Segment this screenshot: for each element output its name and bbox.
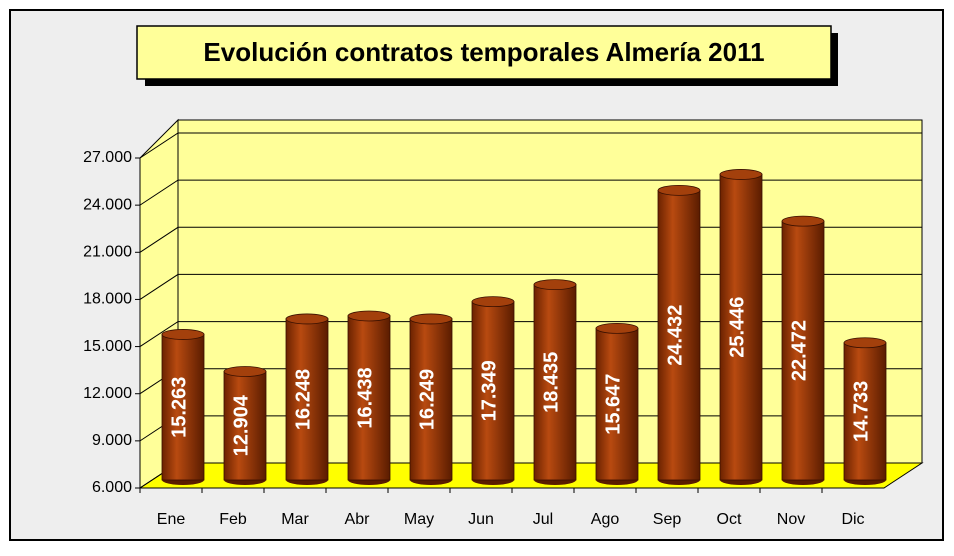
x-tick-label: Mar <box>281 511 309 528</box>
bar <box>223 371 267 481</box>
plot-area: 6.000 9.000 12.000 15.000 18.000 21.000 24.000… <box>83 118 924 528</box>
y-tick-label: 9.000 <box>92 432 132 449</box>
bar-cap <box>471 296 515 308</box>
bar-cap <box>161 329 205 340</box>
bar <box>843 342 887 481</box>
value-label: 18.435 <box>540 352 562 413</box>
grid-line <box>139 179 922 206</box>
y-tick-label: 21.000 <box>83 244 132 261</box>
x-tick-label: Ene <box>157 511 186 528</box>
value-label: 17.349 <box>478 360 500 421</box>
bar-cap <box>223 366 267 377</box>
x-tick-label: Ago <box>591 511 620 528</box>
title-box <box>136 25 832 80</box>
chart-title: Evolución contratos temporales Almería 2… <box>203 37 764 67</box>
bar-cap <box>781 215 825 227</box>
x-tick-label: Jul <box>533 511 553 528</box>
bar-cap <box>719 169 763 180</box>
grid-line <box>139 132 922 159</box>
value-label: 16.248 <box>292 369 314 430</box>
bar-cap <box>409 313 453 325</box>
bar <box>719 174 763 481</box>
value-label: 15.647 <box>602 374 624 435</box>
y-tick-label: 27.000 <box>83 149 132 166</box>
value-label: 24.432 <box>664 305 686 366</box>
value-label: 22.472 <box>788 320 810 381</box>
bar <box>409 318 453 481</box>
bar-cap <box>533 279 577 290</box>
value-label: 25.446 <box>726 297 748 358</box>
y-tick-label: 12.000 <box>83 385 132 402</box>
x-tick-label: Oct <box>717 511 742 528</box>
bar <box>347 315 391 481</box>
x-tick-label: Sep <box>653 511 682 528</box>
x-tick-label: Nov <box>777 511 805 528</box>
value-label: 15.263 <box>168 377 190 438</box>
x-tick-label: Jun <box>468 511 494 528</box>
bar <box>471 301 515 481</box>
y-tick-label: 15.000 <box>83 338 132 355</box>
bar-cap <box>657 184 701 196</box>
y-tick-label: 18.000 <box>83 291 132 308</box>
bar-cap <box>285 313 329 325</box>
value-label: 14.733 <box>850 381 872 442</box>
y-tick-label: 6.000 <box>92 479 132 496</box>
value-label: 12.904 <box>230 394 252 456</box>
bar <box>781 220 825 481</box>
bar <box>595 328 639 481</box>
bar-cap <box>595 323 639 334</box>
bar <box>161 334 205 481</box>
x-tick-label: Abr <box>345 511 371 528</box>
bar <box>533 284 577 481</box>
x-tick-label: Dic <box>841 511 864 528</box>
x-tick-label: Feb <box>219 511 247 528</box>
bar-cap <box>347 310 391 322</box>
bar <box>285 318 329 481</box>
bar-cap <box>843 337 887 349</box>
x-tick-label: May <box>404 511 434 528</box>
bar <box>657 189 701 481</box>
value-label: 16.249 <box>416 369 438 430</box>
y-tick-label: 24.000 <box>83 196 132 213</box>
value-label: 16.438 <box>354 367 376 428</box>
